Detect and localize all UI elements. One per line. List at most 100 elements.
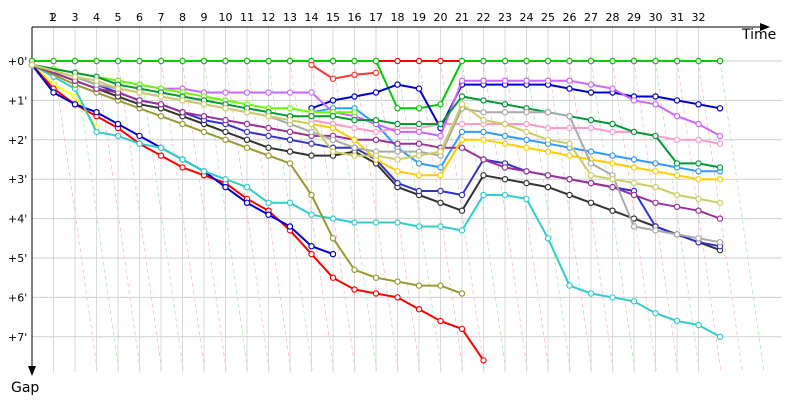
data-point — [372, 274, 380, 281]
data-point — [415, 85, 423, 92]
data-point — [523, 168, 530, 175]
y-tick-label: +1' — [8, 94, 27, 107]
data-point — [609, 85, 616, 92]
data-point — [114, 120, 122, 128]
data-point — [114, 132, 122, 140]
data-point — [609, 294, 616, 301]
guide-line — [719, 60, 765, 373]
data-point — [308, 140, 315, 147]
data-point — [243, 199, 251, 206]
data-point — [308, 211, 315, 218]
data-point — [372, 136, 380, 143]
data-point — [243, 57, 251, 65]
data-point — [222, 175, 229, 183]
data-point — [394, 120, 401, 128]
data-point — [673, 203, 681, 210]
data-point — [544, 57, 552, 65]
data-point — [200, 168, 208, 175]
x-tick-label: 13 — [283, 11, 297, 24]
data-point — [630, 191, 638, 199]
data-point — [136, 132, 143, 140]
data-point — [501, 101, 509, 108]
data-point — [544, 235, 552, 242]
data-point — [372, 128, 380, 136]
data-point — [93, 108, 100, 116]
data-point — [587, 148, 595, 155]
data-point — [308, 112, 315, 120]
data-point — [243, 128, 251, 136]
data-point — [136, 89, 143, 96]
data-point — [157, 152, 165, 159]
x-tick-label: 14 — [305, 11, 319, 24]
data-point — [329, 97, 337, 104]
data-point — [501, 120, 509, 128]
data-point — [351, 136, 358, 143]
data-point — [501, 57, 509, 65]
data-point — [523, 144, 530, 151]
data-point — [222, 116, 229, 124]
data-point — [566, 152, 573, 159]
x-tick-label: 23 — [498, 11, 512, 24]
data-point — [415, 57, 423, 65]
data-point — [394, 105, 401, 112]
data-point — [458, 191, 466, 199]
data-point — [716, 164, 724, 171]
data-point — [394, 168, 401, 175]
data-point — [308, 242, 315, 250]
series-line — [310, 64, 377, 80]
data-point — [265, 124, 272, 132]
data-point — [286, 199, 294, 206]
data-point — [329, 215, 337, 222]
data-point — [329, 274, 337, 281]
data-point — [351, 71, 358, 79]
data-point — [157, 112, 165, 120]
data-point — [351, 116, 358, 124]
data-point — [695, 195, 702, 203]
data-point — [673, 191, 681, 199]
x-tick-label: 10 — [219, 11, 233, 24]
data-point — [695, 160, 702, 167]
data-point — [351, 152, 358, 159]
data-point — [544, 148, 552, 155]
data-point — [609, 175, 616, 183]
data-point — [587, 160, 595, 167]
data-point — [372, 152, 380, 159]
data-point — [673, 172, 681, 179]
x-tick-label: 30 — [649, 11, 663, 24]
data-point — [652, 101, 659, 108]
data-point — [394, 148, 401, 155]
data-point — [630, 298, 638, 305]
data-point — [523, 120, 530, 128]
data-point — [286, 89, 294, 96]
data-point — [372, 57, 380, 65]
data-point — [716, 105, 724, 112]
data-point — [566, 57, 573, 65]
y-tick-label: +5' — [8, 252, 27, 265]
data-point — [415, 105, 423, 112]
data-point — [652, 310, 659, 317]
x-tick-label: 2 — [50, 11, 57, 24]
data-point — [652, 160, 659, 167]
data-point — [609, 120, 616, 128]
data-point — [415, 160, 423, 167]
y-tick-label: +0' — [8, 55, 27, 68]
data-point — [716, 215, 724, 222]
data-point — [71, 101, 79, 108]
series-line — [311, 123, 720, 181]
data-point — [415, 282, 423, 289]
data-point — [394, 179, 401, 187]
data-point — [415, 187, 423, 195]
data-point — [265, 199, 272, 206]
data-point — [544, 183, 552, 191]
data-point — [695, 136, 702, 143]
data-point — [329, 235, 337, 242]
data-point — [329, 148, 337, 155]
x-tick-labels: 12 3 4 5 6 7 8 9 10 11 12 13 14 15 16 17 18 19 20 21 22 23 24 2… — [49, 11, 706, 24]
data-point — [523, 179, 530, 187]
data-point — [415, 172, 423, 179]
data-point — [480, 128, 487, 136]
grid — [31, 27, 782, 372]
data-point — [222, 89, 229, 96]
data-point — [652, 132, 659, 140]
axes — [28, 23, 770, 376]
